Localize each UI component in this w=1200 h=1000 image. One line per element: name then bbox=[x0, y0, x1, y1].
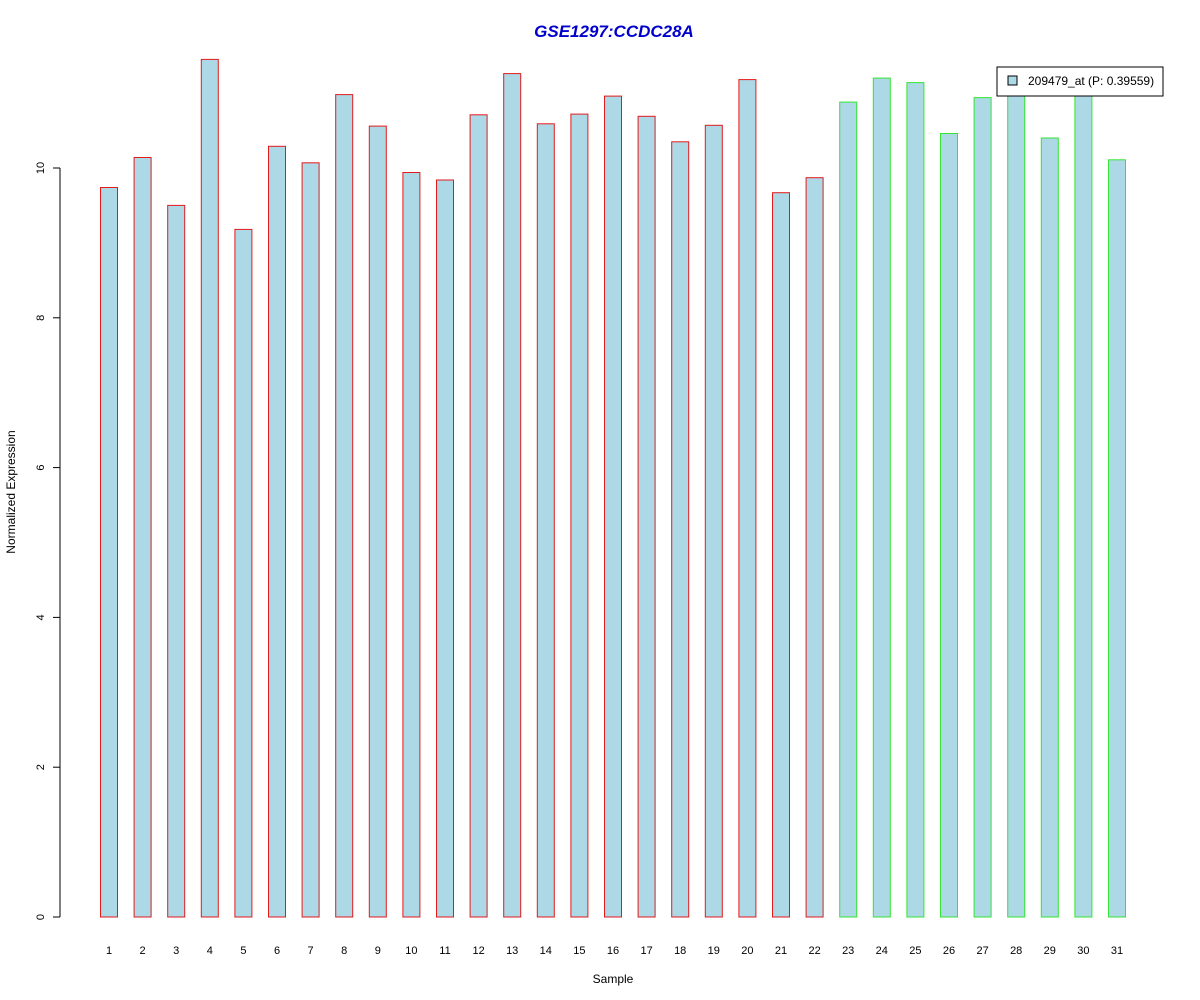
x-tick-label: 5 bbox=[240, 945, 246, 957]
x-tick-label: 6 bbox=[274, 945, 280, 957]
x-tick-label: 14 bbox=[540, 945, 552, 957]
x-tick-label: 15 bbox=[573, 945, 585, 957]
bar-sample-23 bbox=[839, 101, 858, 918]
x-tick-label: 8 bbox=[341, 945, 347, 957]
bar-sample-24 bbox=[872, 77, 891, 918]
bar-sample-9 bbox=[368, 125, 387, 918]
bar-sample-4 bbox=[200, 58, 219, 918]
bar-sample-10 bbox=[402, 172, 421, 918]
x-tick-label: 18 bbox=[674, 945, 686, 957]
bar-sample-31 bbox=[1108, 159, 1126, 918]
bar-sample-26 bbox=[940, 133, 958, 918]
y-tick-label: 4 bbox=[35, 614, 47, 620]
bar-sample-16 bbox=[604, 95, 622, 918]
bar-sample-29 bbox=[1040, 137, 1059, 918]
bar-sample-2 bbox=[133, 157, 152, 918]
y-tick-label: 8 bbox=[35, 315, 47, 321]
bar-sample-18 bbox=[671, 141, 690, 918]
x-tick-label: 9 bbox=[375, 945, 381, 957]
legend-box bbox=[996, 66, 1164, 97]
x-tick-label: 30 bbox=[1077, 945, 1089, 957]
y-tick-label: 0 bbox=[35, 914, 47, 920]
y-tick-label: 6 bbox=[35, 465, 47, 471]
bar-sample-27 bbox=[973, 97, 992, 918]
legend-entry: 209479_at (P: 0.39559) bbox=[1028, 74, 1154, 88]
x-tick-label: 24 bbox=[876, 945, 888, 957]
bar-sample-22 bbox=[805, 177, 824, 918]
x-tick-label: 31 bbox=[1111, 945, 1123, 957]
x-tick-label: 28 bbox=[1010, 945, 1022, 957]
bar-sample-7 bbox=[301, 162, 320, 918]
bar-sample-12 bbox=[469, 114, 488, 918]
legend-swatch bbox=[1007, 75, 1018, 86]
x-tick-label: 12 bbox=[472, 945, 484, 957]
x-tick-label: 25 bbox=[909, 945, 921, 957]
x-tick-label: 2 bbox=[140, 945, 146, 957]
bar-sample-19 bbox=[704, 124, 723, 918]
x-tick-label: 27 bbox=[976, 945, 988, 957]
x-tick-label: 7 bbox=[308, 945, 314, 957]
x-tick-label: 21 bbox=[775, 945, 787, 957]
bar-sample-28 bbox=[1007, 90, 1026, 918]
bar-sample-3 bbox=[167, 204, 186, 918]
bar-sample-30 bbox=[1074, 94, 1093, 918]
x-tick-label: 16 bbox=[607, 945, 619, 957]
legend: 209479_at (P: 0.39559) bbox=[996, 66, 1164, 97]
bar-sample-14 bbox=[536, 123, 555, 918]
x-tick-label: 4 bbox=[207, 945, 213, 957]
bar-sample-20 bbox=[738, 79, 757, 918]
bar-sample-1 bbox=[100, 187, 118, 918]
bar-sample-17 bbox=[637, 115, 656, 918]
bar-sample-11 bbox=[436, 179, 454, 918]
x-tick-label: 11 bbox=[439, 945, 450, 957]
x-tick-label: 29 bbox=[1044, 945, 1056, 957]
bar-sample-8 bbox=[335, 94, 354, 918]
bars bbox=[100, 58, 1126, 918]
x-tick-label: 10 bbox=[405, 945, 417, 957]
bar-sample-25 bbox=[906, 82, 925, 918]
x-tick-label: 19 bbox=[708, 945, 720, 957]
y-tick-label: 10 bbox=[35, 162, 47, 174]
bar-sample-6 bbox=[268, 145, 286, 918]
y-axis-label: Normalized Expression bbox=[4, 430, 18, 553]
y-tick-label: 2 bbox=[35, 764, 47, 770]
x-axis-label: Sample bbox=[593, 972, 634, 986]
bar-sample-13 bbox=[503, 73, 522, 918]
bar-sample-5 bbox=[234, 228, 253, 918]
bar-sample-15 bbox=[570, 113, 589, 918]
x-tick-labels: 1 2 3 4 5 6 7 8 9 10 11 12 13 14 15 16 17 18 19 20 21 22 23 24 2… bbox=[106, 945, 1123, 957]
x-tick-label: 23 bbox=[842, 945, 854, 957]
y-axis: 0 2 4 6 8 10 bbox=[35, 162, 61, 920]
bar-sample-21 bbox=[772, 192, 790, 918]
x-tick-label: 1 bbox=[106, 945, 112, 957]
x-tick-label: 20 bbox=[741, 945, 753, 957]
x-tick-label: 22 bbox=[808, 945, 820, 957]
x-tick-label: 26 bbox=[943, 945, 955, 957]
x-tick-label: 3 bbox=[173, 945, 179, 957]
x-tick-label: 17 bbox=[640, 945, 652, 957]
x-tick-label: 13 bbox=[506, 945, 518, 957]
chart-title: GSE1297:CCDC28A bbox=[534, 22, 694, 41]
